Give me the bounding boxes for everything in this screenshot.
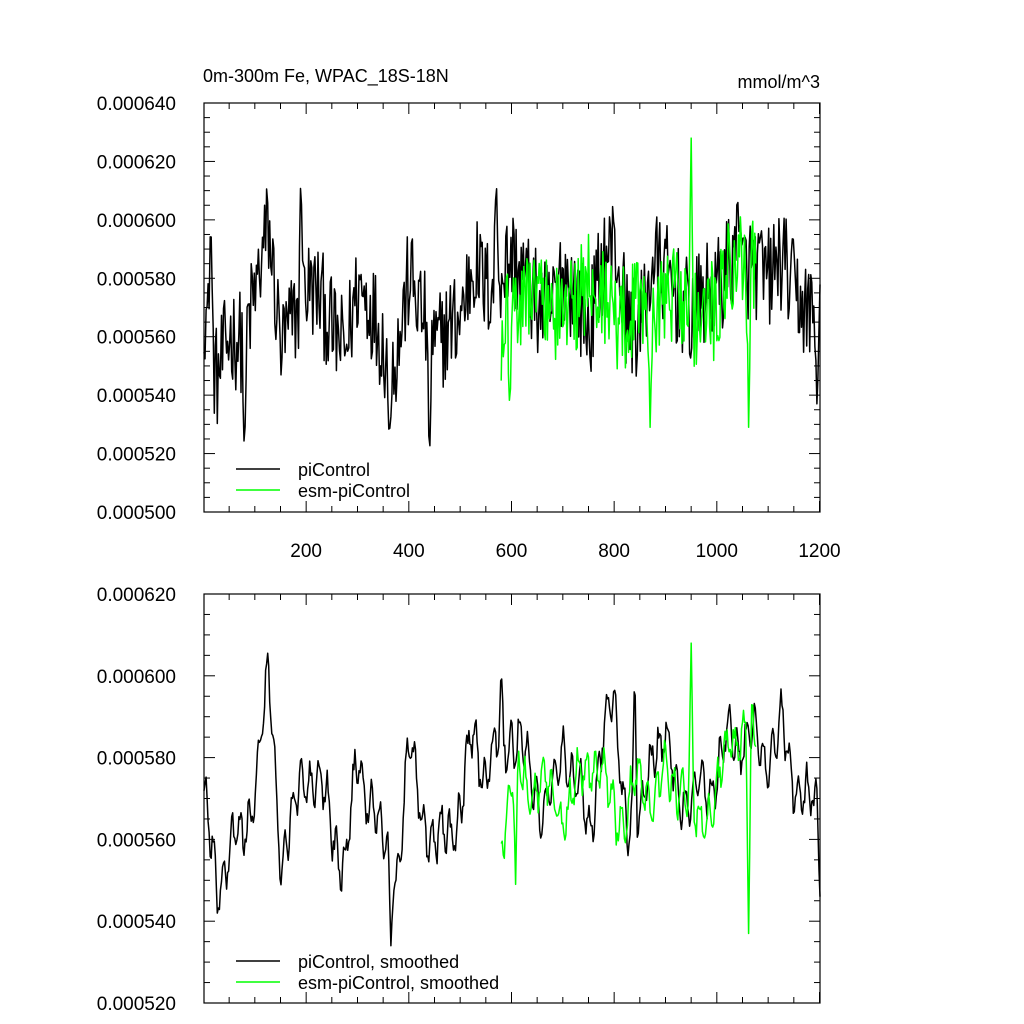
y-tick-label-1-p0: 0.000520 (97, 445, 176, 466)
y-tick-label-6-p0: 0.000620 (97, 152, 176, 173)
y-tick-label-2-p0: 0.000540 (97, 386, 176, 407)
x-tick-label-1000-p0: 1000 (696, 541, 738, 562)
y-tick-label-7-p0: 0.000640 (97, 94, 176, 115)
y-tick-label-0-p1: 0.000520 (97, 994, 176, 1015)
y-tick-label-4-p1: 0.000600 (97, 667, 176, 688)
bottom-panel: piControl, smoothed esm-piControl, smoot… (97, 585, 821, 1015)
legend-label-esm-picontrol-smoothed: esm-piControl, smoothed (298, 973, 499, 993)
y-tick-label-5-p0: 0.000600 (97, 211, 176, 232)
series-line-picontrol-p0 (203, 187, 821, 447)
x-tick-label-1200-p0: 1200 (798, 541, 840, 562)
y-tick-label-3-p1: 0.000580 (97, 749, 176, 770)
x-tick-label-200-p0: 200 (290, 541, 322, 562)
series-line-picontrol-smoothed-p1 (203, 652, 821, 947)
y-tick-label-1-p1: 0.000540 (97, 912, 176, 933)
legend-label-picontrol-smoothed: piControl, smoothed (298, 952, 459, 972)
legend-label-esm-picontrol: esm-piControl (298, 481, 410, 501)
top-panel: 0m-300m Fe, WPAC_18S-18N mmol/m^3 piCont… (97, 66, 841, 562)
top-panel-title: 0m-300m Fe, WPAC_18S-18N (203, 66, 449, 87)
top-panel-units: mmol/m^3 (738, 72, 820, 92)
plot-frame-p1 (203, 593, 821, 1004)
y-tick-label-5-p1: 0.000620 (97, 585, 176, 606)
y-tick-label-3-p0: 0.000560 (97, 328, 176, 349)
y-tick-label-4-p0: 0.000580 (97, 269, 176, 290)
x-tick-label-800-p0: 800 (598, 541, 630, 562)
y-tick-label-0-p0: 0.000500 (97, 503, 176, 524)
series-line-esm-picontrol-p0 (500, 137, 757, 429)
x-tick-label-600-p0: 600 (496, 541, 528, 562)
series-line-esm-picontrol-smoothed-p1 (500, 642, 757, 935)
legend-label-picontrol: piControl (298, 460, 370, 480)
y-tick-label-2-p1: 0.000560 (97, 830, 176, 851)
x-tick-label-400-p0: 400 (393, 541, 425, 562)
